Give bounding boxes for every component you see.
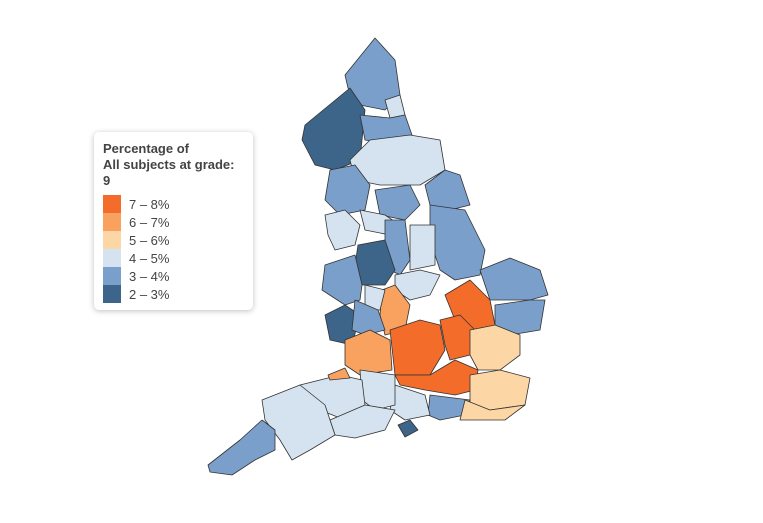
region[interactable] — [459, 399, 526, 421]
legend: Percentage of All subjects at grade: 9 7 –… — [94, 132, 253, 310]
legend-item: 5 – 6% — [103, 231, 244, 249]
region[interactable] — [321, 254, 363, 306]
region[interactable] — [324, 209, 361, 251]
region[interactable] — [469, 324, 521, 371]
legend-label: 4 – 5% — [129, 250, 170, 266]
region[interactable] — [301, 87, 366, 171]
legend-item: 2 – 3% — [103, 285, 244, 303]
legend-title-line: 9 — [103, 173, 111, 188]
legend-items: 7 – 8% 6 – 7% 5 – 6% 4 – 5% 3 – 4% 2 – 3% — [103, 195, 244, 303]
legend-item: 3 – 4% — [103, 267, 244, 285]
legend-swatch — [103, 195, 121, 213]
legend-item: 7 – 8% — [103, 195, 244, 213]
legend-swatch — [103, 249, 121, 267]
region[interactable] — [397, 419, 419, 438]
legend-swatch — [103, 285, 121, 303]
legend-title-line: Percentage of — [103, 141, 189, 156]
region[interactable] — [429, 204, 486, 281]
legend-item: 6 – 7% — [103, 213, 244, 231]
legend-label: 3 – 4% — [129, 268, 170, 284]
legend-title-line: All subjects at grade: — [103, 157, 235, 172]
region[interactable] — [364, 284, 386, 311]
legend-title: Percentage of All subjects at grade: 9 — [103, 141, 244, 189]
region[interactable] — [479, 257, 549, 301]
region[interactable] — [374, 184, 421, 221]
legend-swatch — [103, 231, 121, 249]
legend-label: 6 – 7% — [129, 214, 170, 230]
legend-label: 5 – 6% — [129, 232, 170, 248]
region[interactable] — [324, 164, 371, 216]
legend-swatch — [103, 267, 121, 285]
region[interactable] — [389, 384, 431, 421]
region[interactable] — [409, 224, 436, 271]
region[interactable] — [389, 319, 446, 376]
region[interactable] — [207, 419, 276, 476]
regions — [207, 37, 549, 476]
region[interactable] — [344, 329, 393, 376]
legend-item: 4 – 5% — [103, 249, 244, 267]
legend-label: 7 – 8% — [129, 196, 170, 212]
legend-swatch — [103, 213, 121, 231]
region[interactable] — [327, 367, 351, 381]
region[interactable] — [469, 369, 531, 411]
legend-label: 2 – 3% — [129, 286, 170, 302]
